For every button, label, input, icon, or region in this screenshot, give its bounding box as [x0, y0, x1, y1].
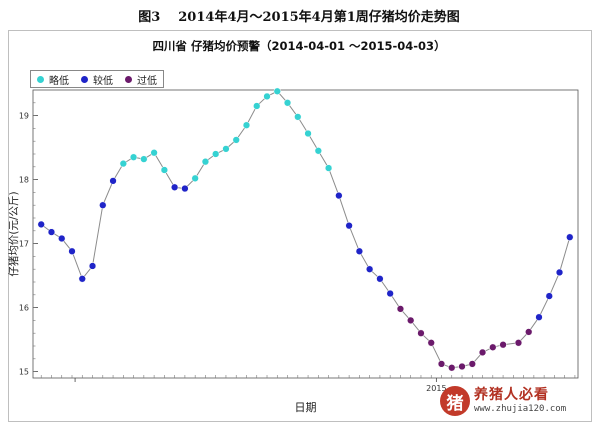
data-point-slightly-low [263, 92, 271, 101]
data-point-too-low [499, 341, 507, 349]
data-point-lower [376, 275, 384, 283]
data-point-slightly-low [140, 155, 148, 163]
x-tick-label: 2015 [426, 384, 446, 393]
data-point-lower [555, 268, 564, 277]
y-tick-label: 19 [19, 112, 29, 121]
price-series-line [40, 90, 571, 369]
data-point-lower [566, 233, 574, 241]
data-point-too-low [417, 329, 425, 337]
data-point-slightly-low [304, 129, 312, 138]
data-point-lower [68, 247, 76, 255]
data-point-lower [365, 265, 374, 273]
data-point-slightly-low [314, 147, 322, 155]
legend-item-slightly-low: 略低 [37, 72, 69, 87]
data-point-lower [58, 234, 66, 243]
data-point-slightly-low [129, 153, 138, 161]
data-point-slightly-low [119, 159, 127, 168]
data-point-lower [386, 289, 394, 298]
watermark-logo-icon: 猪 [440, 386, 470, 416]
data-point-too-low [514, 339, 523, 347]
data-point-slightly-low [283, 99, 292, 107]
plot-area [32, 89, 579, 379]
data-point-slightly-low [253, 102, 261, 110]
legend-swatch-slightly-low [37, 75, 44, 83]
legend-swatch-too-low [125, 75, 132, 83]
data-point-lower [109, 177, 117, 185]
data-point-lower [37, 220, 45, 229]
data-point-too-low [468, 360, 476, 368]
y-axis-label: 仔猪均价(元/公斤) [8, 191, 20, 276]
data-point-slightly-low [191, 174, 199, 182]
data-point-lower [345, 222, 353, 230]
y-tick-label: 16 [19, 304, 29, 313]
data-point-lower [78, 275, 86, 283]
chart-title: 四川省 仔猪均价预警（2014-04-01 ～2015-04-03） [152, 39, 446, 53]
data-point-too-low [427, 339, 435, 347]
figure-number: 图3 [138, 10, 161, 25]
legend-item-too-low: 过低 [125, 72, 157, 87]
data-point-lower [181, 184, 189, 193]
data-point-slightly-low [212, 150, 220, 158]
data-point-too-low [489, 343, 497, 351]
y-tick-label: 17 [19, 240, 29, 249]
data-point-lower [170, 183, 179, 191]
data-point-slightly-low [242, 121, 251, 129]
site-watermark: 猪 养猪人必看 www.zhujia120.com [440, 386, 566, 416]
data-point-lower [47, 228, 56, 236]
figure-caption-text: 2014年4月～2015年4月第1周仔猪均价走势图 [178, 10, 460, 25]
chart-frame [8, 30, 592, 422]
data-point-too-low [448, 364, 456, 372]
data-point-too-low [396, 305, 405, 313]
data-point-too-low [407, 316, 415, 325]
data-point-slightly-low [324, 164, 333, 172]
data-point-too-low [478, 348, 487, 357]
data-point-slightly-low [273, 87, 281, 95]
data-point-too-low [458, 362, 466, 371]
legend-swatch-lower [81, 75, 88, 83]
data-point-slightly-low [160, 166, 169, 174]
data-point-slightly-low [232, 136, 240, 144]
data-point-slightly-low [222, 145, 230, 153]
data-point-lower [335, 191, 343, 200]
data-point-slightly-low [201, 158, 210, 166]
data-point-too-low [437, 360, 446, 368]
watermark-text: 养猪人必看 www.zhujia120.com [474, 388, 566, 414]
watermark-name: 养猪人必看 [474, 387, 549, 403]
data-point-slightly-low [150, 149, 158, 157]
data-point-lower [535, 313, 543, 321]
figure-caption: 图3 2014年4月～2015年4月第1周仔猪均价走势图 [0, 6, 598, 25]
data-point-lower [355, 247, 364, 255]
y-tick-label: 18 [19, 176, 29, 185]
data-point-slightly-low [294, 113, 302, 121]
legend-item-lower: 较低 [81, 72, 113, 87]
legend-label-slightly-low: 略低 [49, 75, 69, 87]
watermark-url: www.zhujia120.com [474, 404, 567, 414]
data-point-too-low [525, 328, 533, 336]
x-axis-label: 日期 [295, 401, 317, 414]
data-point-lower [88, 262, 97, 270]
data-point-lower [99, 201, 107, 209]
legend-label-too-low: 过低 [137, 75, 157, 87]
y-tick-label: 15 [19, 368, 29, 377]
legend-label-lower: 较低 [93, 75, 113, 87]
chart-legend: 略低 较低 过低 [30, 70, 164, 88]
data-point-lower [545, 292, 553, 300]
